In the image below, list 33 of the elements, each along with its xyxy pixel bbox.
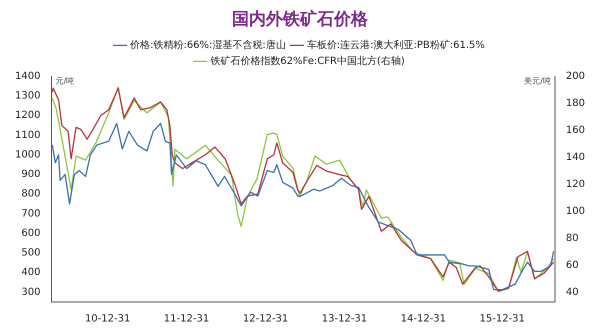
- y2-tick-label: 160: [566, 125, 586, 136]
- y-axis-title: 元/吨: [55, 76, 74, 86]
- y-tick-label: 1300: [14, 90, 40, 102]
- x-tick-label: 13-12-31: [322, 314, 368, 325]
- y-tick-label: 1000: [14, 149, 40, 160]
- y2-tick-label: 60: [566, 260, 579, 272]
- chart-title: 国内外铁矿石价格: [232, 10, 369, 30]
- y2-tick-label: 120: [566, 179, 586, 190]
- y2-tick-label: 80: [566, 233, 579, 244]
- y2-tick-label: 100: [566, 206, 586, 218]
- x-tick-label: 12-12-31: [242, 314, 288, 325]
- x-tick-label: 11-12-31: [164, 314, 210, 325]
- y-tick-label: 300: [21, 286, 40, 298]
- legend-label: 车板价:连云港:澳大利亚:PB粉矿:61.5%: [306, 38, 485, 51]
- x-tick-label: 14-12-31: [400, 314, 446, 325]
- y-tick-label: 1100: [14, 130, 40, 141]
- y2-tick-label: 200: [566, 70, 586, 82]
- x-tick-label: 10-12-31: [84, 314, 130, 325]
- y-tick-label: 500: [21, 248, 40, 259]
- y-tick-label: 400: [21, 267, 40, 278]
- legend-label: 铁矿石价格指数62%Fe:CFR中国北方(右轴): [209, 54, 405, 67]
- y-tick-label: 900: [21, 169, 40, 180]
- y-tick-label: 600: [21, 228, 40, 239]
- y2-axis-title: 美元/吨: [524, 76, 551, 86]
- y2-tick-label: 140: [566, 152, 586, 164]
- y-tick-label: 1200: [14, 110, 40, 122]
- y-tick-label: 1400: [14, 70, 40, 82]
- x-tick-label: 15-12-31: [479, 314, 525, 325]
- y2-tick-label: 180: [566, 98, 586, 110]
- legend-label: 价格:铁精粉:66%:湿基不含税:唐山: [129, 38, 286, 51]
- y-tick-label: 800: [21, 188, 40, 200]
- y2-tick-label: 40: [566, 287, 579, 298]
- y-tick-label: 700: [21, 208, 40, 220]
